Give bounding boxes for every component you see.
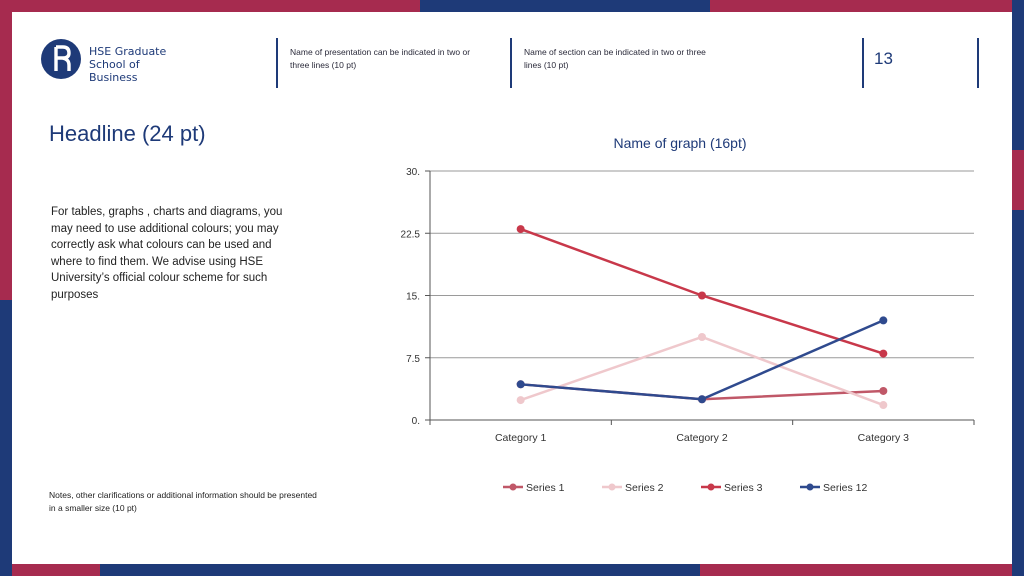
x-tick-label: Category 3 [858, 432, 910, 444]
legend-swatch-marker [608, 483, 616, 491]
y-tick-label: 0. [412, 416, 420, 427]
frame-top-left [0, 0, 420, 12]
section-name: Name of section can be indicated in two … [524, 47, 706, 70]
legend-label: Series 3 [724, 482, 763, 494]
series-3 [516, 225, 888, 358]
frame-left-top [0, 0, 12, 300]
x-tick-label: Category 2 [676, 432, 728, 444]
data-point [516, 396, 525, 405]
header-divider-4 [977, 38, 979, 88]
y-tick-label: 22.5 [401, 229, 421, 240]
page-number: 13 [874, 49, 893, 68]
y-tick-label: 30. [406, 167, 420, 178]
frame-right-mid [1012, 150, 1024, 210]
legend-label: Series 2 [625, 482, 664, 494]
x-tick-label: Category 1 [495, 432, 547, 444]
frame-bottom-right [700, 564, 1024, 576]
frame-bottom-left [0, 564, 100, 576]
frame-left-bottom [0, 300, 12, 576]
body-text: For tables, graphs , charts and diagrams… [51, 206, 283, 301]
data-point [516, 225, 525, 234]
legend-item[interactable]: Series 2 [602, 482, 664, 494]
series-2 [516, 333, 888, 410]
data-point [879, 401, 888, 410]
data-point [698, 395, 706, 404]
data-point [879, 386, 888, 395]
frame-right-bottom [1012, 210, 1024, 576]
series-4 [516, 316, 888, 404]
chart-legend[interactable]: Series 1 Series 2 Series 3 Series 12 [503, 482, 868, 494]
legend-label: Series 1 [526, 482, 565, 494]
header-divider-2 [510, 38, 512, 88]
legend-item[interactable]: Series 1 [503, 482, 565, 494]
logo-line-2: School of Business [89, 58, 140, 84]
headline: Headline (24 pt) [49, 121, 206, 146]
legend-swatch-marker [707, 483, 715, 491]
data-point [698, 333, 706, 341]
chart-axes [429, 171, 975, 425]
series-line [520, 335, 884, 407]
x-tick-labels: Category 1 Category 2 Category 3 [495, 432, 909, 444]
header-divider-3 [862, 38, 864, 88]
data-point [879, 349, 888, 358]
frame-top-right [710, 0, 1024, 12]
chart-series [516, 225, 888, 410]
legend-label: Series 12 [823, 482, 868, 494]
notes: Notes, other clarifications or additiona… [49, 490, 317, 513]
chart-title: Name of graph (16pt) [613, 135, 746, 151]
data-point [698, 291, 706, 300]
legend-swatch-marker [509, 483, 517, 491]
legend-item[interactable]: Series 3 [701, 482, 763, 494]
hse-logo: HSE Graduate School of Business [41, 39, 191, 84]
frame-right-top [1012, 0, 1024, 150]
legend-item[interactable]: Series 12 [800, 482, 868, 494]
presentation-name: Name of presentation can be indicated in… [290, 47, 471, 70]
y-tick-label: 7.5 [406, 354, 420, 365]
series-line [520, 319, 884, 401]
frame-top-mid [420, 0, 710, 12]
slide: HSE Graduate School of Business Name of … [12, 12, 1012, 564]
y-tick-labels: 0. 7.5 15. 22.5 30. [401, 167, 421, 427]
frame-bottom-mid [100, 564, 700, 576]
data-point [879, 316, 888, 325]
logo-line-1: HSE Graduate [89, 45, 167, 58]
header-divider-1 [276, 38, 278, 88]
y-tick-label: 15. [406, 292, 420, 303]
legend-swatch-marker [806, 483, 814, 491]
data-point [516, 380, 525, 389]
logo-text: HSE Graduate School of Business [89, 45, 191, 84]
hse-logo-icon [41, 39, 81, 79]
